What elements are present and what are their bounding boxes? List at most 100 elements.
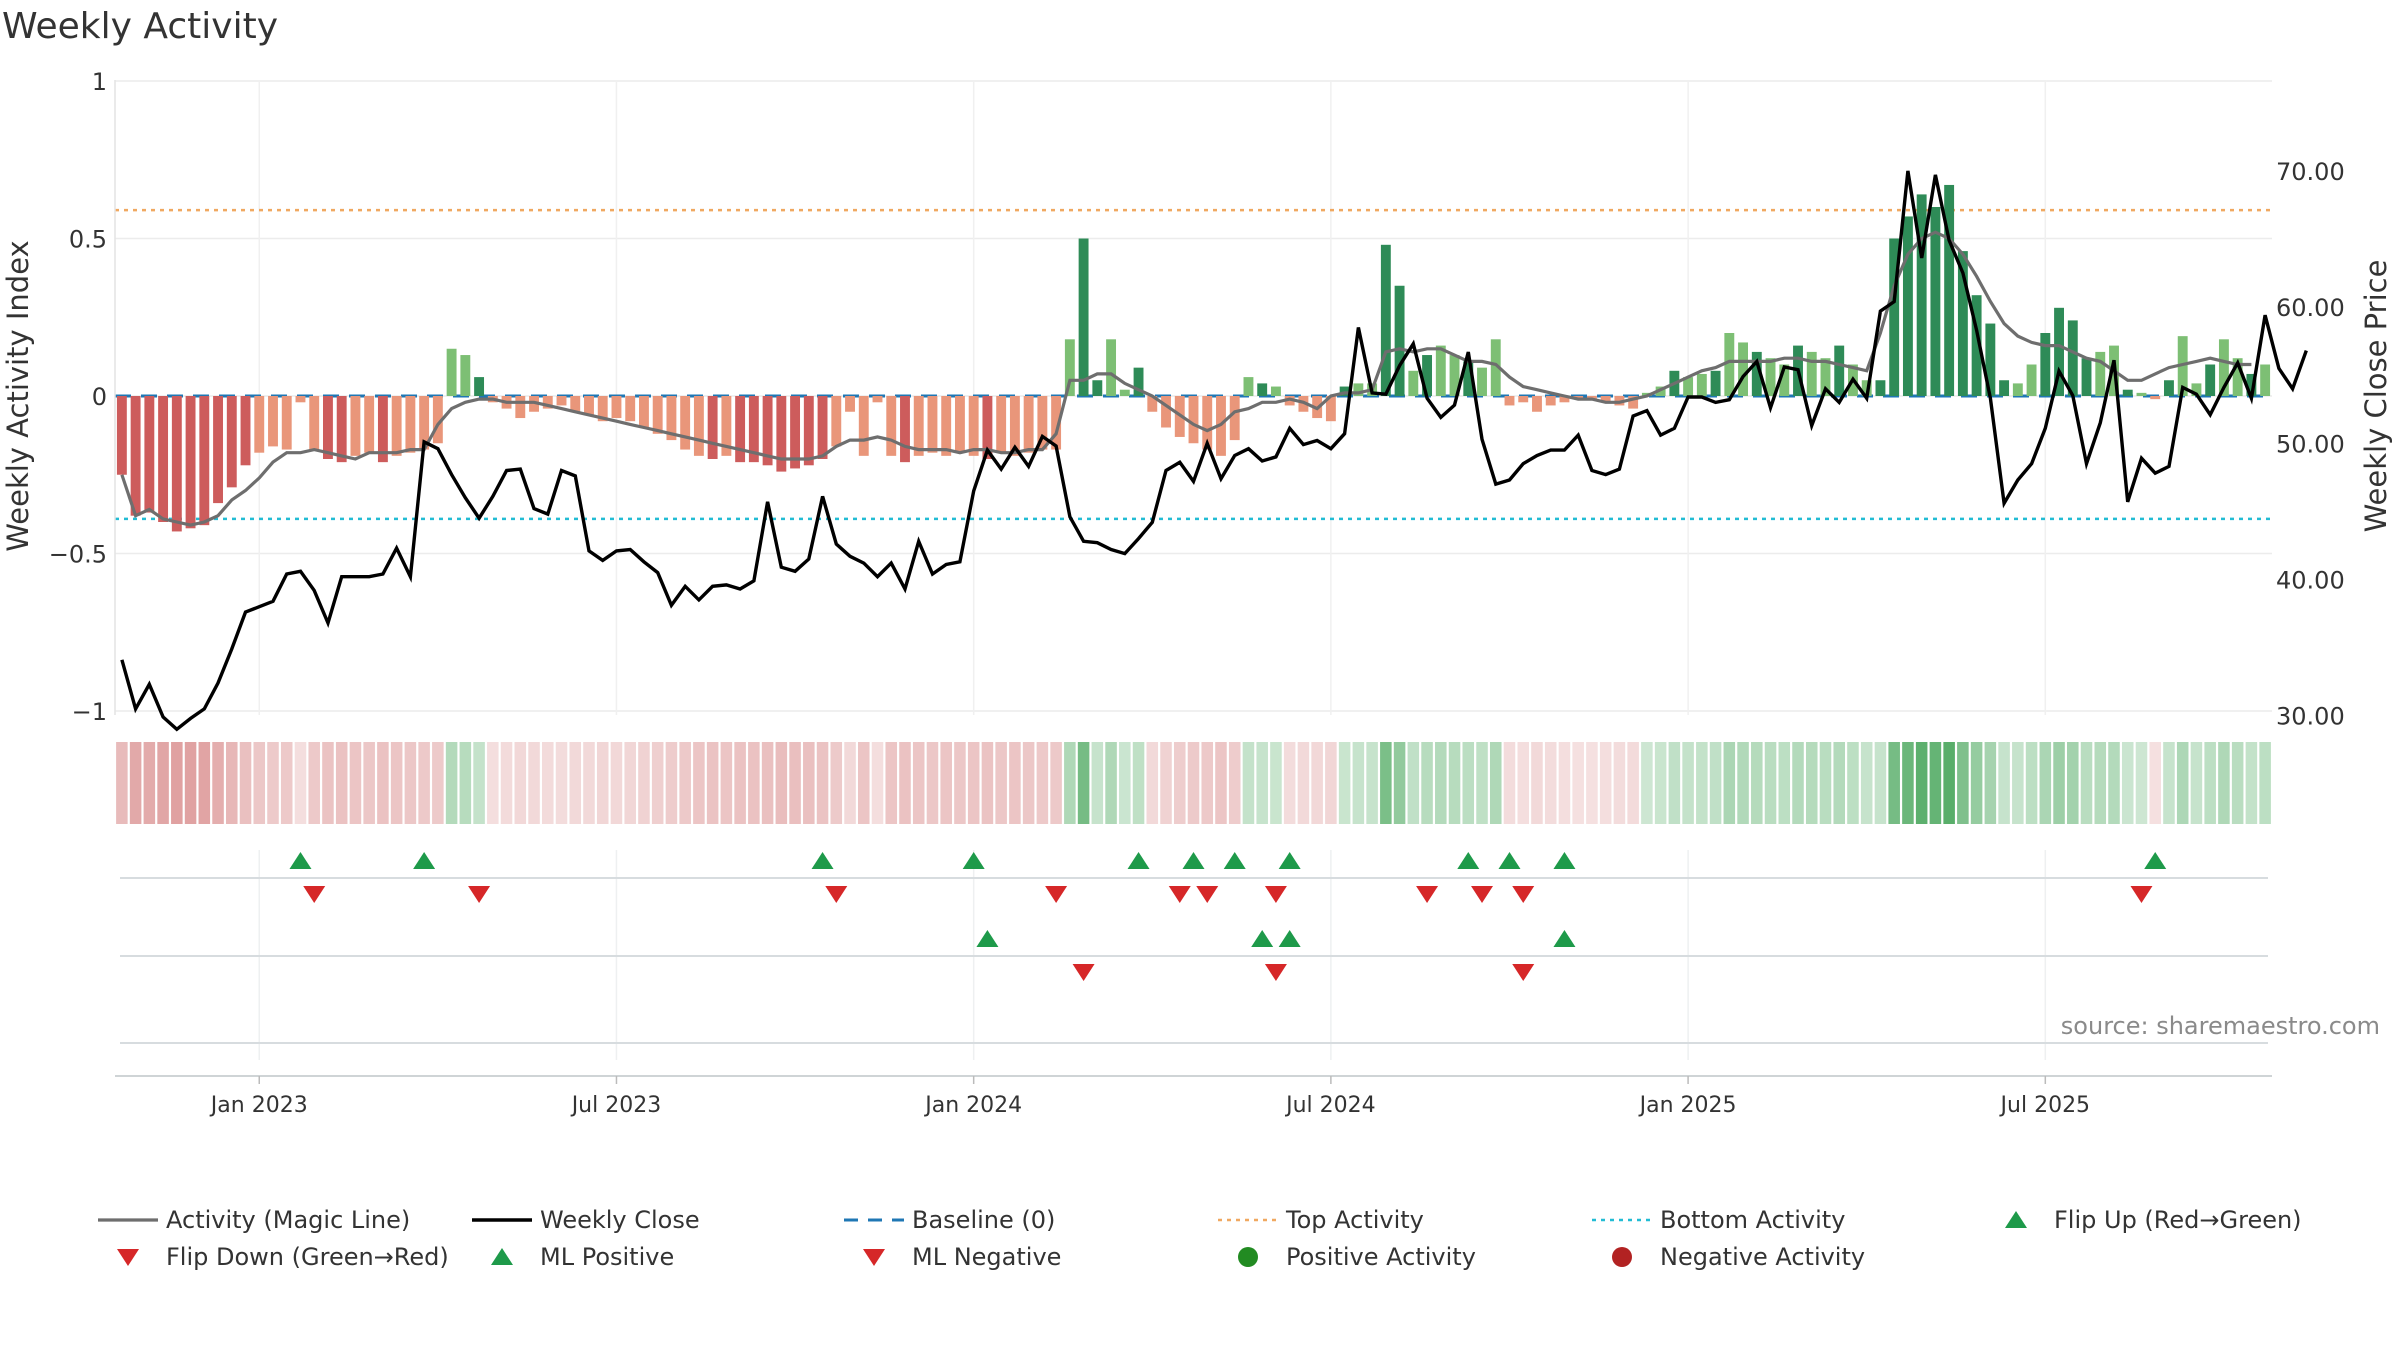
legend-swatch-icon (98, 1239, 158, 1275)
activity-bar (158, 396, 169, 522)
activity-bar (1257, 383, 1268, 396)
heat-cell (583, 742, 595, 824)
heat-cell (1173, 742, 1186, 824)
heat-cell (1558, 742, 1571, 824)
flip-down-marker (1168, 886, 1191, 903)
heat-cell (1297, 742, 1310, 824)
activity-bar (1202, 396, 1213, 450)
heat-cell (1751, 742, 1763, 824)
legend-item: Flip Down (Green→Red) (98, 1239, 449, 1275)
activity-bar (1971, 295, 1982, 396)
legend-label: Bottom Activity (1660, 1206, 1846, 1234)
heat-cell (926, 742, 939, 824)
ml-positive-marker (976, 930, 999, 947)
heat-cell (2025, 742, 2038, 824)
activity-bar (185, 396, 196, 529)
activity-bar (2232, 358, 2243, 396)
heat-cell (363, 742, 375, 824)
heat-cell (2204, 742, 2216, 824)
heat-cell (2231, 742, 2244, 824)
flip-up-marker (1498, 852, 1521, 869)
activity-bar (886, 396, 897, 456)
activity-bar (1806, 351, 1817, 396)
activity-bar (268, 396, 278, 447)
legend-label: ML Positive (540, 1243, 675, 1271)
heat-cell (1599, 742, 1612, 824)
activity-bar (721, 396, 732, 456)
heat-cell (816, 742, 829, 824)
activity-bar (584, 396, 594, 415)
activity-bar (1490, 339, 1501, 396)
heat-cell (844, 742, 856, 824)
legend-swatch-icon (844, 1202, 904, 1238)
activity-bar (2054, 307, 2064, 396)
heat-cell (1489, 742, 1502, 824)
activity-bar (597, 396, 608, 422)
heat-cell (1242, 742, 1255, 824)
heat-cell (322, 742, 334, 824)
heat-cell (377, 742, 389, 824)
activity-bar (1902, 216, 1913, 396)
x-tick-label: Jan 2023 (209, 1093, 308, 1118)
heat-cell (2121, 742, 2134, 824)
heat-cell (418, 742, 430, 824)
activity-bar (1532, 396, 1542, 412)
flip-up-marker (1278, 852, 1301, 869)
heat-cell (1352, 742, 1365, 824)
activity-bar (144, 396, 155, 513)
activity-bar (1779, 364, 1790, 396)
legend-item: Negative Activity (1592, 1239, 1865, 1275)
x-tick-label: Jan 2024 (923, 1093, 1022, 1118)
heat-cell (2245, 742, 2258, 824)
y-tick-label: 0.5 (69, 226, 107, 254)
heat-cell (2176, 742, 2189, 824)
activity-bar (872, 396, 883, 403)
heat-cell (1228, 742, 1241, 824)
activity-bar (666, 396, 677, 441)
activity-bar (364, 396, 375, 453)
activity-bar (2081, 358, 2092, 396)
activity-bar (295, 396, 306, 403)
ml-positive-marker (1553, 930, 1576, 947)
heat-cell (349, 742, 362, 824)
ml-negative-marker (1512, 964, 1535, 981)
heat-cell (1407, 742, 1420, 824)
activity-bar (542, 396, 553, 409)
activity-bar (1106, 339, 1117, 396)
ml-negative-marker (1072, 964, 1095, 981)
heat-cell (1187, 742, 1200, 824)
heat-cell (157, 742, 169, 824)
activity-bar (652, 396, 663, 434)
heat-cell (555, 742, 568, 824)
heat-cell (967, 742, 980, 824)
x-tick-label: Jul 2023 (570, 1093, 662, 1118)
activity-bar (199, 396, 210, 526)
activity-bar (1559, 396, 1570, 403)
flip-up-marker (1182, 852, 1205, 869)
heat-cell (981, 742, 994, 824)
heat-cell (1943, 742, 1955, 824)
legend-item: ML Positive (472, 1239, 674, 1275)
heat-cell (1503, 742, 1516, 824)
legend-swatch-icon (1986, 1202, 2046, 1238)
activity-bar (556, 396, 567, 406)
heat-cell (803, 742, 815, 824)
activity-bar (130, 396, 141, 516)
activity-bar (1119, 389, 1130, 396)
activity-bar (405, 396, 416, 453)
heat-cell (706, 742, 719, 824)
flip-up-marker (962, 852, 985, 869)
activity-bar (1270, 386, 1281, 396)
flip-down-marker (825, 886, 848, 903)
activity-bar (1422, 355, 1433, 396)
heat-cell (143, 742, 156, 824)
activity-bar (116, 396, 127, 475)
activity-bar (1408, 370, 1419, 396)
activity-bar (1023, 396, 1034, 453)
activity-bar (2095, 351, 2106, 396)
flip-markers (120, 852, 2268, 1044)
legend-label: ML Negative (912, 1243, 1062, 1271)
heat-cell (912, 742, 925, 824)
heat-cell (693, 742, 705, 824)
heat-cell (2053, 742, 2065, 824)
